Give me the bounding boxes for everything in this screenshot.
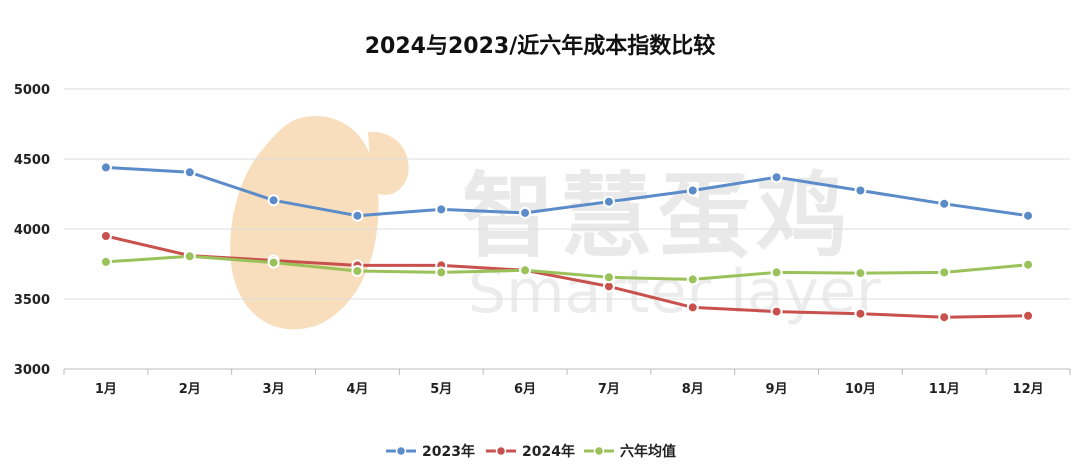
legend-label: 2024年 (522, 443, 575, 460)
x-tick-label: 7月 (598, 382, 620, 397)
data-point (938, 266, 951, 279)
data-point (686, 184, 699, 197)
data-point (686, 273, 699, 286)
data-point (435, 203, 448, 216)
legend-item: 2023年 (386, 443, 475, 460)
legend-swatch-marker (593, 445, 605, 457)
data-point (938, 311, 951, 324)
x-tick-label: 10月 (845, 382, 876, 397)
y-tick-label: 4500 (14, 153, 50, 168)
series-3 (99, 250, 1035, 286)
series-line (104, 165, 1030, 218)
legend-swatch-marker (495, 445, 507, 457)
legend-item: 六年均值 (584, 443, 676, 460)
legend-item: 2024年 (486, 443, 575, 460)
gridlines (64, 88, 1070, 370)
watermark: 智慧蛋鸡 Smarter layer (230, 116, 881, 330)
legend-label: 2023年 (422, 443, 475, 460)
data-point (854, 307, 867, 320)
x-tick-label: 5月 (430, 382, 452, 397)
watermark-en: Smarter layer (468, 257, 881, 327)
data-point (938, 197, 951, 210)
x-tick-label: 9月 (766, 382, 788, 397)
data-point (267, 256, 280, 269)
data-point (1022, 209, 1035, 222)
x-axis: 1月 2月 3月 4月 5月 6月 7月 8月 9月 10月 11月 12月 (63, 369, 1071, 397)
x-tick-label: 8月 (682, 382, 704, 397)
data-point (519, 206, 532, 219)
data-point (1022, 309, 1035, 322)
legend-label: 六年均值 (620, 443, 676, 460)
x-tick-label: 11月 (929, 382, 960, 397)
data-point (770, 305, 783, 318)
x-tick-label: 3月 (263, 382, 285, 397)
data-point (99, 230, 112, 242)
data-point (99, 161, 112, 174)
data-point (351, 265, 364, 277)
data-point (854, 184, 867, 197)
series-layer (99, 161, 1035, 324)
data-point (351, 209, 364, 222)
chart-title: 2024与2023/近六年成本指数比较 (365, 33, 716, 59)
data-point (1022, 258, 1035, 271)
x-tick-label: 2月 (179, 382, 201, 397)
y-tick-label: 3000 (14, 363, 50, 378)
series-1 (99, 161, 1035, 222)
x-tick-label: 12月 (1013, 382, 1044, 397)
data-point (770, 171, 783, 184)
x-tick-label: 1月 (95, 382, 117, 397)
x-tick-label: 4月 (346, 382, 368, 397)
y-tick-label: 3500 (14, 293, 50, 308)
data-point (602, 271, 615, 284)
data-point (435, 266, 448, 279)
data-point (99, 255, 112, 268)
data-point (183, 250, 196, 263)
legend-swatch-marker (395, 445, 407, 457)
y-tick-label: 4000 (14, 223, 50, 238)
y-tick-label: 5000 (14, 83, 50, 98)
data-point (519, 264, 532, 277)
watermark-logo (230, 116, 409, 330)
data-point (183, 166, 196, 179)
data-point (854, 267, 867, 280)
series-line (104, 234, 1030, 319)
x-tick-label: 6月 (514, 382, 536, 397)
series-line (104, 254, 1030, 281)
data-point (770, 266, 783, 279)
data-point (267, 194, 280, 207)
data-point (686, 301, 699, 314)
data-point (602, 195, 615, 208)
legend: 2023年 2024年 六年均值 (386, 443, 676, 460)
y-axis: 3000 3500 4000 4500 5000 (14, 83, 50, 378)
